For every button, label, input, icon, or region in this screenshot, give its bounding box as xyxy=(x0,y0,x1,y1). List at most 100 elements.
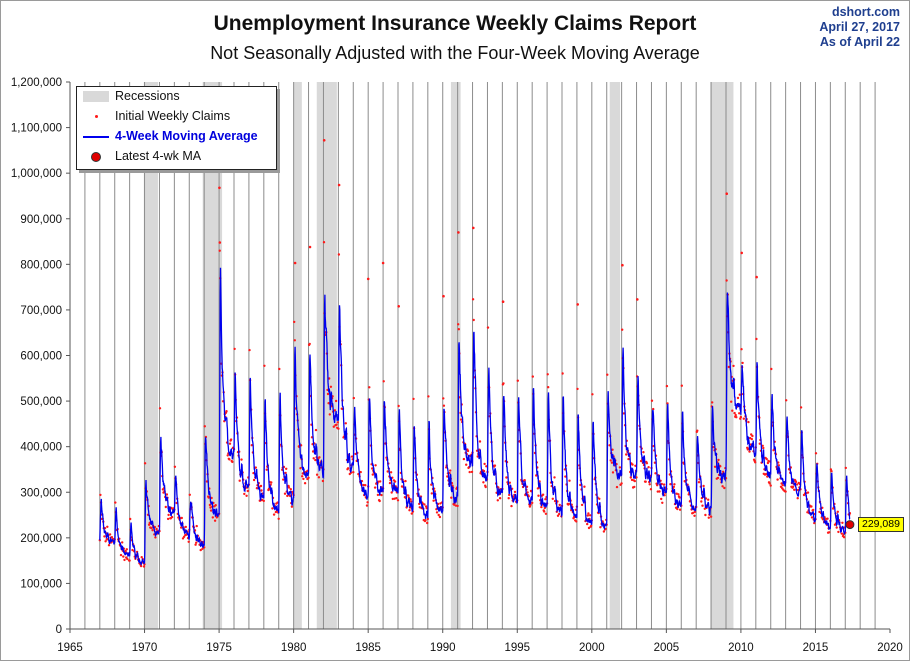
claims-point xyxy=(462,457,466,461)
claims-point xyxy=(770,367,773,371)
y-tick-label: 1,100,000 xyxy=(11,123,62,135)
claims-point xyxy=(390,491,393,494)
claims-point xyxy=(107,544,111,547)
source-site: dshort.com xyxy=(831,5,900,19)
claims-point xyxy=(121,541,124,544)
claims-point xyxy=(322,241,326,244)
claims-point xyxy=(796,497,799,500)
claims-point xyxy=(293,339,296,342)
claims-point xyxy=(259,484,263,488)
legend-item-recessions: Recessions xyxy=(77,88,276,106)
claims-point xyxy=(791,485,795,488)
claims-point xyxy=(717,458,720,462)
y-tick-label: 600,000 xyxy=(20,351,62,363)
claims-point xyxy=(393,480,397,483)
claims-point xyxy=(598,497,601,500)
claims-point xyxy=(701,504,704,507)
claims-point xyxy=(218,241,222,244)
claims-point xyxy=(114,501,117,504)
claims-point xyxy=(551,497,554,500)
source-date: April 27, 2017 xyxy=(819,20,900,34)
claims-point xyxy=(260,489,263,492)
x-tick-label: 1970 xyxy=(132,642,158,654)
claims-point xyxy=(727,365,731,369)
claims-point xyxy=(476,455,479,458)
claims-point xyxy=(470,470,474,474)
y-tick-label: 1,200,000 xyxy=(11,77,62,89)
claims-point xyxy=(328,413,331,416)
claims-point xyxy=(155,527,158,531)
claims-point xyxy=(472,226,475,230)
claims-point xyxy=(287,486,291,489)
claims-point xyxy=(547,386,550,389)
claims-point xyxy=(150,526,153,530)
claims-point xyxy=(713,465,717,468)
y-tick-label: 200,000 xyxy=(20,533,62,545)
claims-point xyxy=(576,303,579,306)
claims-point xyxy=(207,496,210,499)
claims-point xyxy=(765,457,768,461)
claims-point xyxy=(468,470,471,474)
claims-point xyxy=(777,464,780,467)
claims-point xyxy=(580,503,584,507)
claims-point xyxy=(285,467,288,470)
claims-point xyxy=(125,548,128,551)
chart-subtitle: Not Seasonally Adjusted with the Four-We… xyxy=(210,43,700,63)
legend-label-recessions: Recessions xyxy=(115,89,180,103)
claims-point xyxy=(830,470,833,473)
claims-point xyxy=(228,458,231,461)
claims-point xyxy=(725,279,728,282)
claims-point xyxy=(762,446,765,450)
claims-point xyxy=(255,487,259,490)
claims-point xyxy=(103,535,106,538)
claims-point xyxy=(311,450,315,453)
claims-point xyxy=(620,482,623,485)
claims-point xyxy=(373,486,377,489)
claims-point xyxy=(173,465,177,468)
claims-point xyxy=(442,397,445,400)
legend-item-initial-claims: Initial Weekly Claims xyxy=(77,108,276,126)
claims-point xyxy=(836,510,839,513)
recession-band xyxy=(609,82,621,629)
claims-point xyxy=(110,536,114,539)
claims-point xyxy=(732,364,735,368)
legend-label-initial-claims: Initial Weekly Claims xyxy=(115,109,231,123)
claims-point xyxy=(647,466,650,469)
claims-point xyxy=(364,484,367,487)
claims-point xyxy=(430,483,433,486)
claims-point xyxy=(199,548,202,552)
claims-point xyxy=(541,493,545,496)
claims-point xyxy=(283,492,287,495)
claims-point xyxy=(143,462,147,465)
claims-point xyxy=(301,475,304,478)
claims-point xyxy=(245,494,248,497)
claims-point xyxy=(599,526,602,529)
claims-point xyxy=(793,488,796,491)
claims-point xyxy=(513,490,517,494)
claims-point xyxy=(523,479,526,482)
claims-point xyxy=(265,468,268,471)
claims-point xyxy=(627,457,630,461)
x-tick-label: 2010 xyxy=(728,642,754,654)
claims-point xyxy=(225,410,228,413)
legend-swatch-recessions xyxy=(83,91,109,102)
recession-band xyxy=(710,82,734,629)
claims-point xyxy=(250,444,253,447)
legend-swatch-latest xyxy=(83,152,109,162)
claims-point xyxy=(576,387,579,391)
claims-point xyxy=(240,458,243,461)
claims-point xyxy=(272,513,276,516)
claims-point xyxy=(496,499,499,502)
source-info: dshort.com April 27, 2017 As of April 22 xyxy=(819,5,900,50)
claims-point xyxy=(233,347,236,351)
claims-point xyxy=(844,466,847,470)
claims-point xyxy=(561,372,564,375)
legend-item-latest: Latest 4-wk MA xyxy=(77,148,276,166)
claims-point xyxy=(785,399,788,402)
claims-point xyxy=(318,456,321,459)
x-tick-label: 2020 xyxy=(877,642,903,654)
claims-point xyxy=(104,540,107,543)
claims-point xyxy=(636,298,639,301)
claims-point xyxy=(654,472,657,475)
